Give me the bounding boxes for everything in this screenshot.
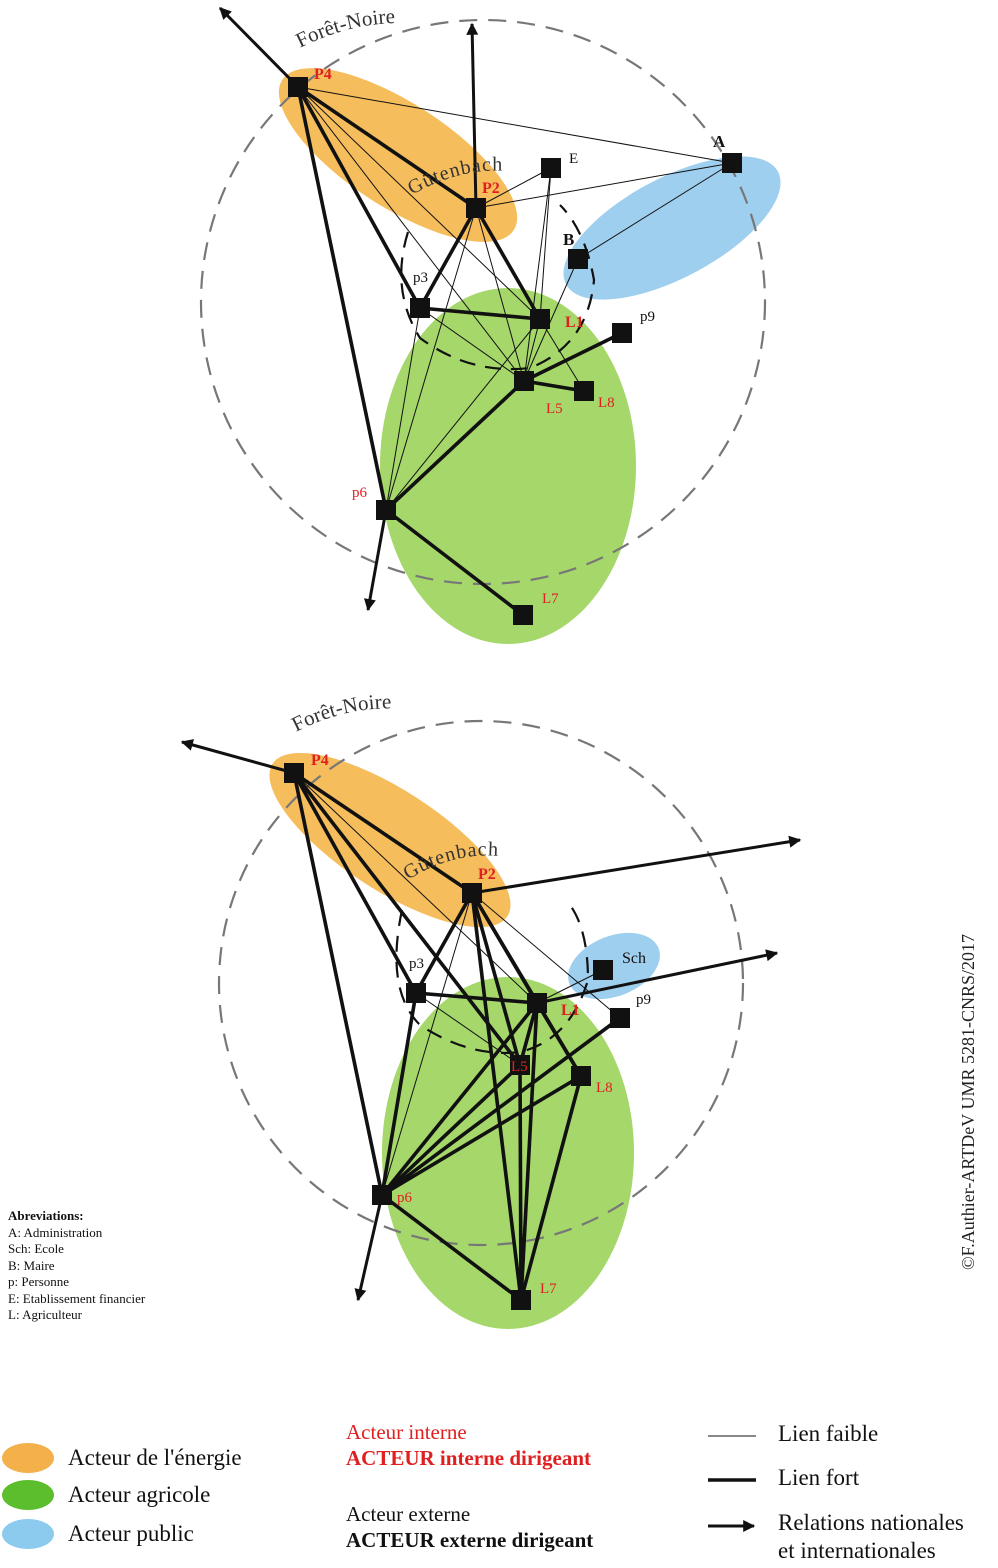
weak-links-bottom bbox=[293, 772, 621, 1196]
label-Sch: Sch bbox=[622, 950, 646, 967]
legend-external-leader: ACTEUR externe dirigeant bbox=[346, 1528, 594, 1552]
strong-links-bottom bbox=[292, 771, 622, 1302]
abbreviations-box: Abreviations: A: Administration Sch: Eco… bbox=[8, 1208, 145, 1324]
forest-boundary-bottom bbox=[217, 719, 745, 1247]
legend-internal-leader: ACTEUR interne dirigeant bbox=[346, 1446, 591, 1470]
label-L8: L8 bbox=[596, 1080, 613, 1096]
node-L5 bbox=[514, 371, 534, 391]
node-P2 bbox=[466, 198, 486, 218]
legend-agri-label: Acteur agricole bbox=[68, 1482, 211, 1507]
label-B: B bbox=[563, 230, 574, 249]
label-L5: L5 bbox=[546, 401, 563, 417]
label-L7: L7 bbox=[542, 591, 559, 607]
abbreviation-item: L: Agriculteur bbox=[8, 1307, 83, 1322]
node-P2 bbox=[462, 883, 482, 903]
label-L1: L1 bbox=[565, 314, 584, 331]
node-p3 bbox=[406, 983, 426, 1003]
forest-label-top: Forêt-Noire bbox=[292, 4, 396, 52]
node-p9 bbox=[612, 323, 632, 343]
label-E: E bbox=[569, 151, 578, 167]
abbreviation-item: A: Administration bbox=[8, 1224, 103, 1240]
abbreviation-item: Sch: Ecole bbox=[8, 1241, 64, 1256]
node-L7 bbox=[513, 605, 533, 625]
legend-relations-2: et internationales bbox=[778, 1538, 936, 1563]
node-p6 bbox=[372, 1185, 392, 1205]
node-B bbox=[568, 249, 588, 269]
nodes-bottom bbox=[284, 763, 630, 1310]
label-p9: p9 bbox=[636, 992, 651, 1008]
node-L8 bbox=[574, 381, 594, 401]
node-A bbox=[722, 153, 742, 173]
legend-relations: Relations nationales bbox=[778, 1510, 964, 1535]
relation-arrows-top bbox=[218, 6, 479, 612]
legend-external: Acteur externe bbox=[346, 1502, 471, 1526]
public-ellipse-top bbox=[563, 156, 781, 300]
node-p9 bbox=[610, 1008, 630, 1028]
agri-ellipse-bottom bbox=[382, 977, 634, 1329]
legend-strong-link: Lien fort bbox=[778, 1465, 860, 1490]
label-P2: P2 bbox=[482, 180, 500, 197]
weak-links-top bbox=[297, 86, 733, 511]
legend-agri: Acteur agricole bbox=[2, 1480, 210, 1510]
label-L1: L1 bbox=[561, 1002, 580, 1019]
agri-ellipse-top bbox=[380, 288, 636, 644]
node-P4 bbox=[284, 763, 304, 783]
public-swatch bbox=[2, 1519, 54, 1549]
top-network: Forêt-Noire Gütenbach P4 P2 E A B p3 L1 … bbox=[199, 4, 781, 644]
agri-swatch bbox=[2, 1480, 54, 1510]
node-L8 bbox=[571, 1066, 591, 1086]
legend-line-samples bbox=[708, 1435, 756, 1532]
label-P4: P4 bbox=[314, 66, 332, 83]
node-p3 bbox=[410, 298, 430, 318]
abbreviation-item: E: Etablissement financier bbox=[8, 1290, 146, 1306]
label-P2: P2 bbox=[478, 866, 496, 883]
node-L1 bbox=[527, 993, 547, 1013]
label-p6: p6 bbox=[397, 1190, 413, 1206]
node-L7 bbox=[511, 1290, 531, 1310]
label-P4: P4 bbox=[311, 752, 329, 769]
legend-energy: Acteur de l'énergie bbox=[2, 1443, 242, 1473]
label-L5: L5 bbox=[511, 1059, 528, 1075]
legend-public: Acteur public bbox=[2, 1519, 194, 1549]
node-L5 bbox=[510, 1055, 530, 1075]
relation-arrows-bottom bbox=[180, 739, 802, 1302]
label-p3: p3 bbox=[413, 270, 428, 286]
legend-weak-link: Lien faible bbox=[778, 1421, 879, 1446]
node-L1 bbox=[530, 309, 550, 329]
node-Sch bbox=[593, 960, 613, 980]
legend-energy-label: Acteur de l'énergie bbox=[68, 1445, 242, 1470]
abbreviations-title: Abreviations: bbox=[8, 1208, 84, 1223]
label-p6: p6 bbox=[352, 485, 368, 501]
label-p9: p9 bbox=[640, 309, 655, 325]
label-p3: p3 bbox=[409, 956, 424, 972]
abbreviation-item: B: Maire bbox=[8, 1257, 55, 1273]
village-boundary-top bbox=[400, 204, 596, 371]
label-L7: L7 bbox=[540, 1281, 557, 1297]
node-p6 bbox=[376, 500, 396, 520]
label-A: A bbox=[713, 132, 726, 151]
forest-label-bottom: Forêt-Noire bbox=[288, 689, 392, 736]
node-E bbox=[541, 158, 561, 178]
label-L8: L8 bbox=[598, 395, 615, 411]
nodes-top bbox=[288, 77, 742, 625]
legend-public-label: Acteur public bbox=[68, 1521, 194, 1546]
public-ellipse-bottom bbox=[568, 932, 660, 1000]
abbreviation-item: p: Personne bbox=[8, 1274, 70, 1289]
copyright-credit: ©F.Authier-ARTDeV UMR 5281-CNRS/2017 bbox=[958, 934, 978, 1270]
legend-internal: Acteur interne bbox=[346, 1420, 467, 1444]
energy-swatch bbox=[2, 1443, 54, 1473]
bottom-network: Forêt-Noire Gütenbach P4 P2 Sch p3 L1 p9… bbox=[180, 689, 802, 1329]
node-P4 bbox=[288, 77, 308, 97]
